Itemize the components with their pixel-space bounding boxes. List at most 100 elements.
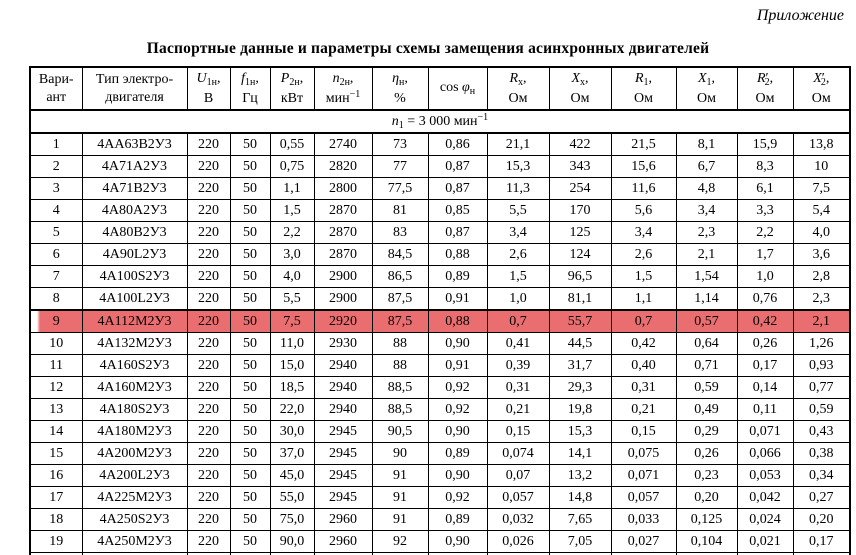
cell-eta: 77 [371,155,429,178]
cell-p2n: 22,0 [269,398,315,421]
cell-motor-type: 4А90L2У3 [81,243,188,266]
cell-motor-type: 4А80В2У3 [81,221,188,244]
cell-cos-phi: 0,87 [427,221,488,244]
cell-p2n: 3,0 [269,243,315,266]
cell-p2n: 0,75 [269,155,315,178]
cell-cos-phi: 0,92 [427,398,488,421]
table-row: 4 4А80А2У3 220 50 1,5 2870 81 0,85 5,5 170 5,6 3,4 3… [29,199,851,222]
cell-xx: 19,8 [548,398,612,421]
cell-x2-prime: 0,20 [792,508,851,531]
cell-p2n: 11,0 [269,332,315,355]
cell-x1: 2,1 [675,243,738,266]
cell-f1n: 50 [229,309,271,333]
table-row: 7 4А100S2У3 220 50 4,0 2900 86,5 0,89 1,5 96,5 1,5… [29,265,851,288]
cell-x1: 0,57 [675,309,738,333]
cell-r2-prime: 1,0 [736,265,794,288]
cell-r2-prime: 2,2 [736,221,794,244]
cell-u1n: 220 [186,132,231,156]
cell-u1n: 220 [186,508,231,531]
column-header-variant: Вари-ант [29,66,83,111]
cell-motor-type: 4АА63В2У3 [81,132,188,156]
header-symbol: n2н, [332,70,354,88]
cell-r1: 1,1 [610,287,677,311]
cell-f1n: 50 [229,398,271,421]
header-unit: кВт [280,90,304,106]
cell-f1n: 50 [229,464,271,487]
table-row: 2 4А71А2У3 220 50 0,75 2820 77 0,87 15,3 343 15,6 6… [29,155,851,178]
cell-cos-phi: 0,88 [427,243,488,266]
cell-motor-type: 4А225М2У3 [81,486,188,509]
cell-motor-type: 4А132М2У3 [81,332,188,355]
cell-u1n: 220 [186,464,231,487]
cell-x2-prime: 13,8 [792,132,851,156]
table-row: 11 4А160S2У3 220 50 15,0 2940 88 0,91 0,39 31,7 0,… [29,354,851,377]
cell-variant: 13 [29,398,83,421]
cell-f1n: 50 [229,243,271,266]
header-unit: Ом [755,90,775,106]
cell-variant: 5 [29,221,83,244]
cell-n2n: 2800 [313,177,373,200]
cell-cos-phi: 0,87 [427,177,488,200]
cell-x2-prime: 0,93 [792,354,851,377]
cell-r2-prime: 0,76 [736,287,794,311]
cell-r2-prime: 0,071 [736,420,794,443]
header-symbol: U1н, [196,71,221,88]
cell-f1n: 50 [229,199,271,222]
cell-f1n: 50 [229,287,271,311]
cell-n2n: 2870 [313,221,373,244]
cell-variant: 10 [29,332,83,355]
cell-p2n: 75,0 [269,508,315,531]
cell-p2n: 18,5 [269,376,315,399]
empty-cell [792,552,851,555]
cell-x2-prime: 7,5 [792,177,851,200]
cell-x2-prime: 1,26 [792,332,851,355]
cell-x2-prime: 2,1 [792,309,851,333]
cell-xx: 7,05 [548,530,612,553]
header-unit: В [203,90,214,106]
cell-r2-prime: 0,024 [736,508,794,531]
cell-eta: 86,5 [371,265,429,288]
cell-motor-type: 4А71В2У3 [81,177,188,200]
cell-p2n: 30,0 [269,420,315,443]
cell-n2n: 2870 [313,243,373,266]
cell-p2n: 4,0 [269,265,315,288]
column-header-p2n: P2н, кВт [269,66,315,111]
cell-cos-phi: 0,87 [427,155,488,178]
cell-variant: 7 [29,265,83,288]
cell-x1: 0,29 [675,420,738,443]
cell-x2-prime: 0,17 [792,530,851,553]
cell-u1n: 220 [186,486,231,509]
cell-x2-prime: 2,8 [792,265,851,288]
cell-p2n: 90,0 [269,530,315,553]
cell-n2n: 2960 [313,508,373,531]
cell-motor-type: 4А160S2У3 [81,354,188,377]
cell-r1: 0,15 [610,420,677,443]
column-header-eta: ηн,% [371,66,429,111]
cell-x1: 0,26 [675,442,738,465]
cell-motor-type: 4А71А2У3 [81,155,188,178]
cell-variant: 18 [29,508,83,531]
header-symbol: Тип электро- [95,72,174,87]
cell-r2-prime: 3,3 [736,199,794,222]
cell-rx: 0,026 [486,530,550,553]
cell-n2n: 2940 [313,354,373,377]
table-row: 19 4А250М2У3 220 50 90,0 2960 92 0,90 0,026 7,05 0… [29,530,851,553]
cell-u1n: 220 [186,199,231,222]
table-row: 3 4А71В2У3 220 50 1,1 2800 77,5 0,87 11,3 254 11,6… [29,177,851,200]
cell-p2n: 15,0 [269,354,315,377]
cell-eta: 91 [371,464,429,487]
column-header-motor-type: Тип электро-двигателя [81,66,188,111]
header-symbol: Rх, [509,71,527,88]
cell-xx: 55,7 [548,309,612,333]
cell-r1: 0,40 [610,354,677,377]
cell-p2n: 45,0 [269,464,315,487]
cell-cos-phi: 0,89 [427,442,488,465]
cell-f1n: 50 [229,265,271,288]
cell-variant: 4 [29,199,83,222]
cell-xx: 15,3 [548,420,612,443]
header-unit: Ом [570,90,590,106]
cell-eta: 88,5 [371,398,429,421]
cell-eta: 91 [371,486,429,509]
table-row: 14 4А180М2У3 220 50 30,0 2945 90,5 0,90 0,15 15,3… [29,420,851,443]
cell-x1: 8,1 [675,132,738,156]
